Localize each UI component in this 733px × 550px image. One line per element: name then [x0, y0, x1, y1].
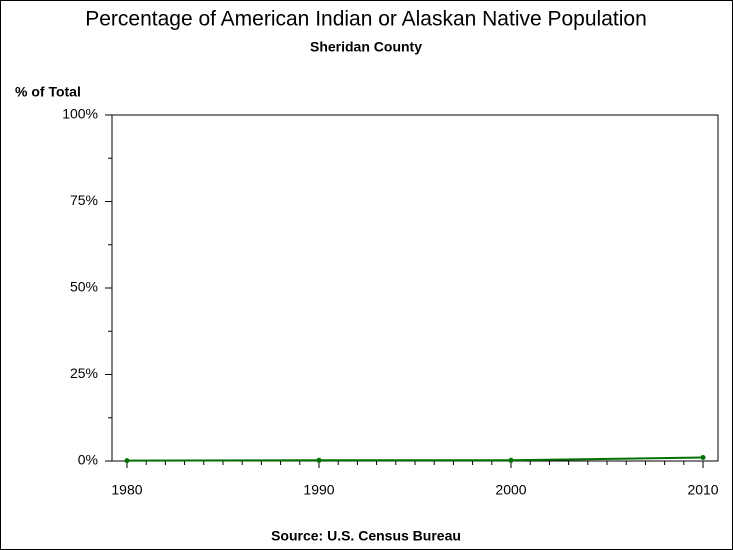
plot-frame [111, 114, 719, 462]
y-tick-label: 0% [78, 452, 98, 468]
x-tick-label: 2010 [687, 482, 718, 498]
x-tick-label: 1990 [303, 482, 334, 498]
y-tick-label: 75% [70, 192, 98, 208]
source: Source: U.S. Census Bureau [271, 528, 461, 544]
data-point [316, 457, 322, 463]
data-line [126, 456, 704, 462]
chart-title: Percentage of American Indian or Alaskan… [85, 8, 647, 31]
data-point [124, 458, 130, 464]
data-point [508, 457, 514, 463]
y-axis-label: % of Total [15, 84, 81, 100]
y-tick-label: 50% [70, 279, 98, 295]
x-tick-label: 1980 [111, 482, 142, 498]
data-point [700, 455, 706, 461]
y-tick-label: 100% [62, 106, 98, 122]
chart-subtitle: Sheridan County [310, 39, 422, 55]
y-tick-label: 25% [70, 365, 98, 381]
x-tick-label: 2000 [495, 482, 526, 498]
